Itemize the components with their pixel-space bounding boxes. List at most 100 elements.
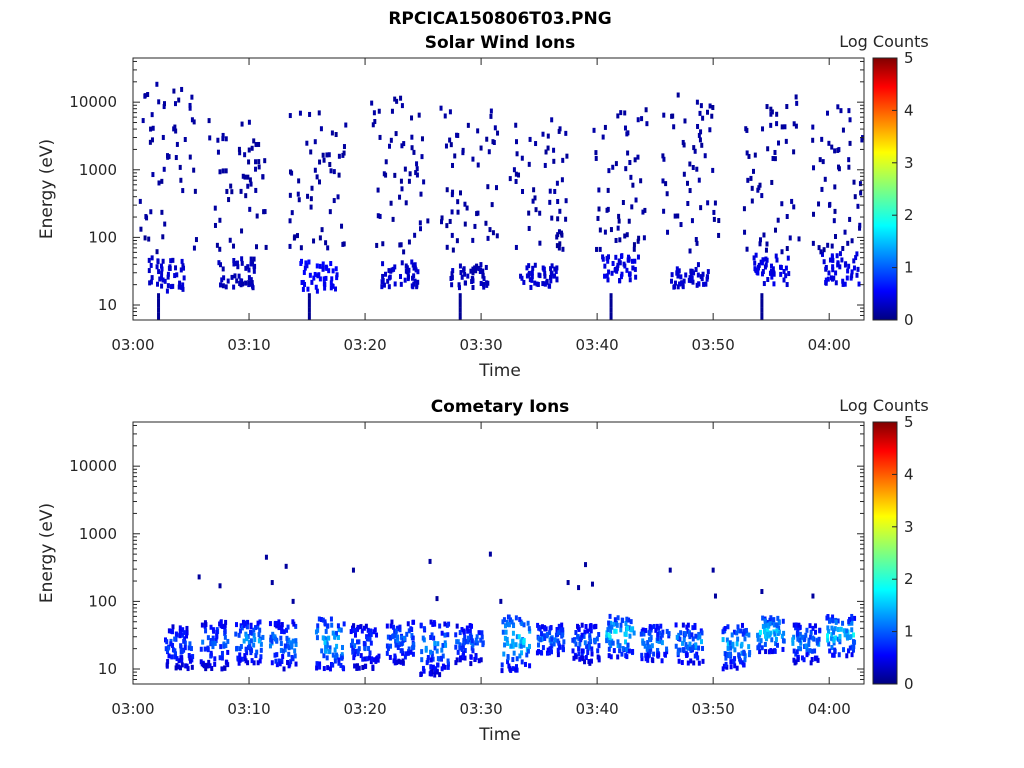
cometary-cell bbox=[724, 655, 728, 661]
cometary-cell bbox=[773, 631, 777, 637]
cometary-cell bbox=[726, 624, 730, 630]
cometary-cell bbox=[433, 672, 437, 678]
solar-wind-cell bbox=[699, 129, 703, 135]
cometary-cell bbox=[842, 628, 846, 634]
cometary-cell bbox=[359, 624, 363, 630]
solar-wind-cell bbox=[790, 198, 794, 204]
solar-wind-cell bbox=[697, 281, 701, 287]
cometary-cell bbox=[165, 639, 169, 645]
cometary-cell bbox=[395, 659, 399, 665]
cometary-cell bbox=[439, 655, 443, 661]
solar-wind-cell bbox=[708, 103, 712, 109]
solar-wind-cell bbox=[661, 178, 665, 184]
cometary-cell bbox=[271, 633, 275, 639]
solar-wind-cell bbox=[634, 197, 638, 203]
solar-wind-cell bbox=[691, 165, 695, 171]
cometary-cell bbox=[386, 645, 390, 651]
solar-wind-cell bbox=[541, 281, 545, 287]
cometary-cell bbox=[444, 642, 448, 648]
solar-wind-cell bbox=[676, 284, 680, 290]
solar-wind-cell bbox=[856, 203, 860, 209]
cometary-cell bbox=[388, 634, 392, 640]
solar-wind-cell bbox=[673, 280, 677, 286]
solar-wind-cell bbox=[475, 263, 479, 269]
solar-wind-cell bbox=[841, 281, 845, 287]
solar-wind-cell bbox=[252, 256, 256, 262]
cometary-cell bbox=[536, 642, 540, 648]
solar-wind-cell bbox=[772, 281, 776, 287]
cometary-ylabel: Energy (eV) bbox=[37, 503, 57, 603]
solar-wind-cell bbox=[226, 278, 230, 284]
cometary-cell bbox=[364, 623, 368, 629]
cometary-cell bbox=[188, 641, 192, 647]
solar-wind-cell bbox=[451, 189, 455, 195]
solar-wind-cell bbox=[173, 101, 177, 107]
solar-wind-cell bbox=[712, 209, 716, 215]
cometary-cell bbox=[353, 663, 357, 669]
cometary-cell bbox=[394, 628, 398, 634]
solar-wind-cell bbox=[621, 200, 625, 206]
cometary-cell bbox=[363, 656, 367, 662]
cometary-cell bbox=[386, 634, 390, 640]
solar-wind-cell bbox=[448, 109, 452, 115]
solar-wind-cell bbox=[824, 277, 828, 283]
solar-wind-cell bbox=[776, 217, 780, 223]
cometary-cell bbox=[259, 654, 263, 660]
cometary-cell bbox=[410, 633, 414, 639]
cometary-cell bbox=[455, 639, 459, 645]
cometary-cell bbox=[800, 655, 804, 661]
solar-wind-cell bbox=[682, 278, 686, 284]
solar-wind-cell bbox=[257, 159, 261, 165]
cometary-cell bbox=[624, 639, 628, 645]
cometary-cell bbox=[528, 643, 532, 649]
y-tick-label: 10 bbox=[98, 660, 117, 678]
solar-wind-cell bbox=[309, 204, 313, 210]
cometary-cell bbox=[388, 654, 392, 660]
solar-wind-cell bbox=[830, 254, 834, 260]
cometary-cell bbox=[816, 638, 820, 644]
solar-wind-cell bbox=[606, 277, 610, 283]
cometary-cell bbox=[355, 639, 359, 645]
solar-wind-cell bbox=[247, 119, 251, 125]
solar-wind-cell bbox=[712, 216, 716, 222]
cometary-cell bbox=[405, 631, 409, 637]
solar-wind-cell bbox=[416, 279, 420, 285]
cometary-cell bbox=[691, 645, 695, 651]
cometary-cell bbox=[793, 660, 797, 666]
cometary-cell bbox=[443, 664, 447, 670]
cometary-cell bbox=[794, 622, 798, 628]
cometary-cell bbox=[409, 626, 413, 632]
cometary-cell bbox=[340, 644, 344, 650]
solar-wind-cell bbox=[473, 223, 477, 229]
solar-wind-cell bbox=[844, 261, 848, 267]
cometary-cell bbox=[385, 623, 389, 629]
solar-wind-cell bbox=[633, 157, 637, 163]
cometary-cell bbox=[629, 626, 633, 632]
colorbar-tick-label: 2 bbox=[904, 570, 914, 588]
solar-wind-cell bbox=[295, 233, 299, 239]
solar-wind-cell bbox=[495, 233, 499, 239]
cometary-cell bbox=[507, 614, 511, 620]
solar-wind-cell bbox=[240, 278, 244, 284]
solar-wind-cell bbox=[538, 210, 542, 216]
cometary-cell bbox=[342, 621, 346, 627]
cometary-cell bbox=[850, 652, 854, 658]
solar-wind-cell bbox=[847, 157, 851, 163]
solar-wind-cell bbox=[489, 108, 493, 114]
solar-wind-cell bbox=[841, 245, 845, 251]
solar-wind-cell bbox=[632, 246, 636, 252]
solar-wind-cell bbox=[224, 284, 228, 290]
cometary-cell bbox=[340, 652, 344, 658]
solar-wind-cell bbox=[415, 161, 419, 167]
cometary-cell bbox=[318, 661, 322, 667]
solar-wind-cell bbox=[342, 150, 346, 156]
solar-wind-cell bbox=[606, 187, 610, 193]
solar-wind-cell bbox=[760, 307, 764, 313]
solar-wind-cell bbox=[598, 227, 602, 233]
solar-wind-cell bbox=[623, 125, 627, 131]
solar-wind-cell bbox=[183, 136, 187, 142]
solar-wind-cell bbox=[393, 281, 397, 287]
cometary-cell bbox=[253, 636, 257, 642]
solar-wind-cell bbox=[833, 234, 837, 240]
cometary-colorbar-label: Log Counts bbox=[839, 396, 929, 415]
